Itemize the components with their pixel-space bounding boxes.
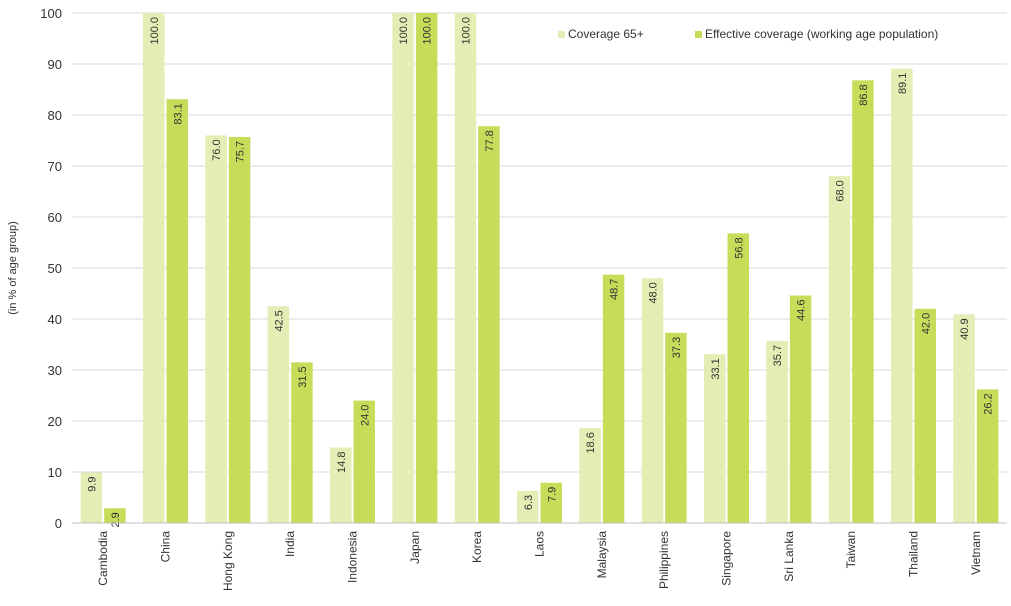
value-label: 77.8	[484, 130, 496, 151]
bar-effective-coverage	[976, 389, 999, 523]
category-label: India	[283, 531, 297, 557]
value-label: 40.9	[959, 318, 971, 339]
bar-effective-coverage	[415, 13, 438, 523]
y-tick-label: 20	[48, 414, 62, 429]
value-label: 26.2	[983, 393, 995, 414]
value-label: 37.3	[671, 337, 683, 358]
bar-coverage-65	[517, 490, 539, 523]
bar-effective-coverage	[852, 80, 874, 523]
bar-coverage-65	[205, 135, 227, 523]
category-label: Taiwan	[844, 531, 858, 568]
value-labels: 9.9 2.9 100.0 83.1 76.0 75.7 42.5 31.5 14.8 24.0 1…	[86, 17, 994, 528]
bar-coverage-65	[267, 306, 290, 523]
value-label: 35.7	[772, 345, 784, 366]
value-label: 6.3	[523, 495, 535, 510]
bar-effective-coverage	[789, 295, 812, 523]
bar-effective-coverage	[353, 400, 375, 523]
legend-label-coverage-65: Coverage 65+	[568, 27, 644, 41]
category-label: Laos	[533, 531, 547, 557]
value-label: 24.0	[359, 405, 371, 426]
y-tick-label: 10	[48, 465, 62, 480]
legend-swatch-effective-coverage	[695, 31, 702, 38]
category-label: Cambodia	[96, 531, 110, 586]
value-label: 9.9	[86, 477, 98, 492]
bar-coverage-65	[953, 314, 975, 523]
bar-coverage-65	[143, 13, 165, 523]
category-labels: Cambodia China Hong Kong India Indonesia Japa…	[96, 531, 983, 591]
bar-effective-coverage	[602, 274, 625, 523]
category-label: Malaysia	[595, 531, 609, 579]
bar-coverage-65	[454, 13, 477, 523]
value-label: 42.0	[920, 313, 932, 334]
y-tick-label: 50	[48, 261, 62, 276]
bar-effective-coverage	[104, 508, 126, 523]
bar-coverage-65	[828, 176, 851, 523]
y-axis-label: (in % of age group)	[7, 221, 19, 315]
value-label: 100.0	[460, 17, 472, 45]
category-label: Sri Lanka	[782, 531, 796, 582]
bar-coverage-65	[579, 428, 601, 523]
value-label: 31.5	[297, 366, 309, 387]
bar-effective-coverage	[478, 126, 500, 523]
legend-swatch-coverage-65	[558, 31, 565, 38]
bar-coverage-65	[641, 278, 664, 523]
value-label: 68.0	[834, 180, 846, 201]
legend: Coverage 65+ Effective coverage (working …	[558, 27, 938, 41]
category-label: China	[159, 531, 173, 563]
y-tick-label: 80	[48, 108, 62, 123]
value-label: 33.1	[710, 358, 722, 379]
category-label: Korea	[470, 531, 484, 563]
bar-effective-coverage	[228, 136, 251, 523]
bar-effective-coverage	[291, 362, 313, 523]
bar-effective-coverage	[727, 233, 749, 523]
y-tick-label: 0	[55, 516, 62, 531]
bars	[80, 13, 999, 523]
bar-coverage-65	[392, 13, 414, 523]
y-axis-ticks: 0 10 20 30 40 50 60 70 80 90 100	[40, 6, 62, 531]
value-label: 89.1	[897, 73, 909, 94]
category-label: Thailand	[907, 531, 921, 577]
value-label: 76.0	[211, 139, 223, 160]
y-tick-label: 40	[48, 312, 62, 327]
gridlines	[72, 12, 1007, 473]
bar-coverage-65	[80, 472, 103, 523]
value-label: 100.0	[422, 17, 434, 45]
value-label: 75.7	[235, 141, 247, 162]
value-label: 48.7	[609, 279, 621, 300]
category-label: Indonesia	[346, 531, 360, 583]
bar-effective-coverage	[540, 482, 562, 523]
y-tick-label: 30	[48, 363, 62, 378]
category-label: Hong Kong	[221, 531, 235, 591]
value-label: 42.5	[273, 310, 285, 331]
value-label: 100.0	[398, 17, 410, 45]
bar-coverage-65	[704, 354, 726, 523]
bar-effective-coverage	[665, 332, 687, 523]
value-label: 86.8	[858, 84, 870, 105]
value-label: 44.6	[796, 300, 808, 321]
value-label: 56.8	[733, 237, 745, 258]
value-label: 83.1	[172, 103, 184, 124]
category-label: Vietnam	[969, 531, 983, 575]
value-label: 100.0	[149, 17, 161, 45]
value-label: 18.6	[585, 432, 597, 453]
bar-effective-coverage	[914, 308, 936, 523]
category-label: Philippines	[657, 531, 671, 589]
value-label: 7.9	[546, 487, 558, 502]
value-label: 14.8	[336, 452, 348, 473]
bar-coverage-65	[330, 447, 352, 523]
value-label: 48.0	[647, 282, 659, 303]
category-label: Japan	[408, 531, 422, 564]
y-tick-label: 90	[48, 57, 62, 72]
bar-coverage-65	[766, 340, 788, 523]
y-tick-label: 100	[40, 6, 62, 21]
value-label: 2.9	[110, 512, 122, 527]
category-label: Singapore	[720, 531, 734, 586]
bar-effective-coverage	[166, 99, 188, 523]
legend-label-effective-coverage: Effective coverage (working age populati…	[705, 27, 938, 41]
y-tick-label: 60	[48, 210, 62, 225]
bar-coverage-65	[891, 68, 913, 523]
y-tick-label: 70	[48, 159, 62, 174]
